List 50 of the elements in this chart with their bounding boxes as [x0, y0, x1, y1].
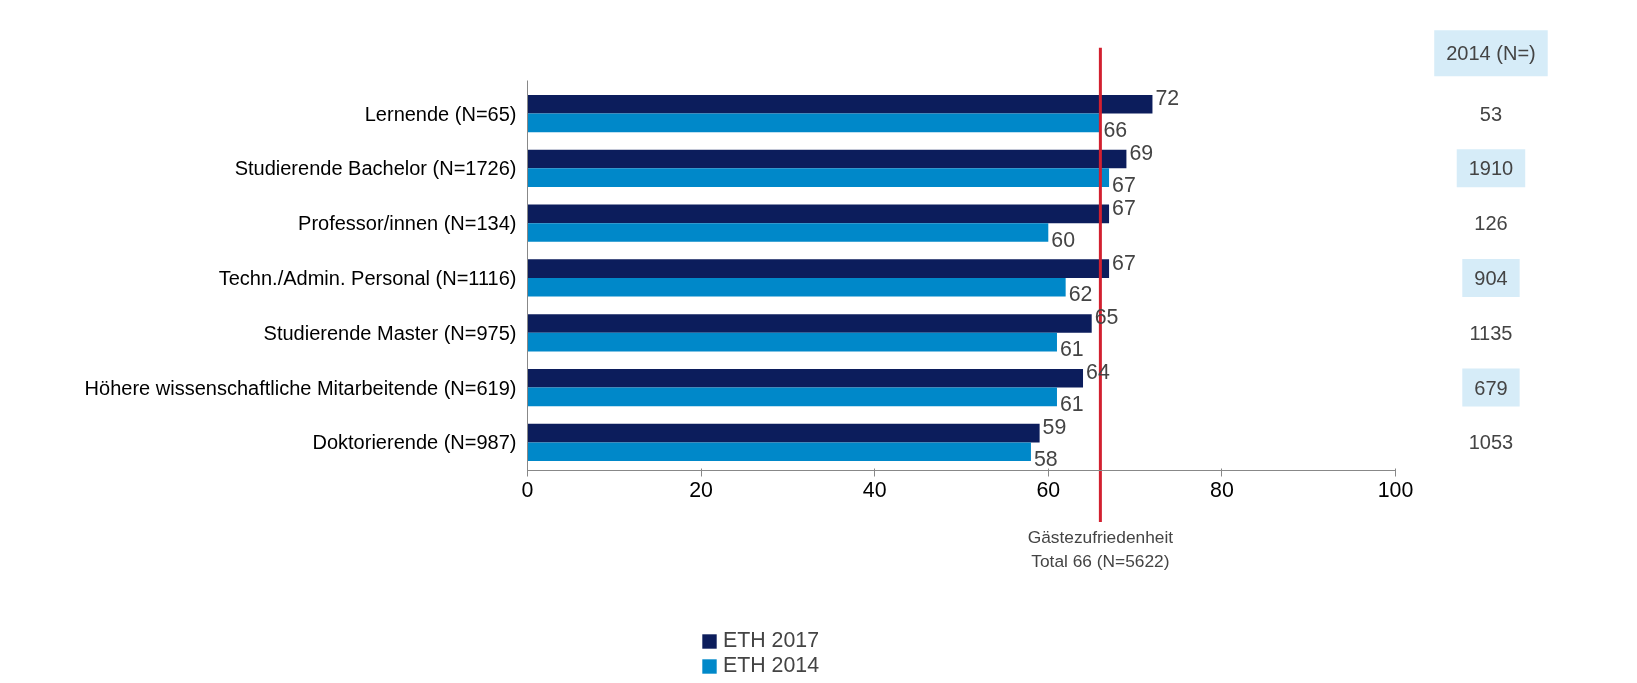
bar: [527, 368, 1084, 388]
data-label: 72: [1155, 86, 1180, 111]
text: 53: [1479, 102, 1503, 125]
data-label: 67: [1112, 250, 1136, 275]
data-label: 61: [1059, 337, 1084, 362]
bar: [527, 423, 1040, 443]
legend-label: ETH 2017: [723, 628, 820, 653]
data-label: 66: [1103, 117, 1128, 142]
bar: [527, 387, 1057, 407]
text: 1135: [1469, 321, 1513, 344]
legend-label: ETH 2014: [723, 653, 820, 678]
bar: [527, 277, 1066, 297]
data-label: 69: [1129, 140, 1154, 165]
x-tick-label: 40: [862, 477, 887, 502]
data-label: 58: [1033, 446, 1058, 471]
x-tick-label: 0: [521, 477, 534, 502]
y-tick-label: Doktorierende (N=987): [312, 431, 517, 454]
data-label: 62: [1068, 282, 1093, 307]
text: 2014 (N=): [1446, 42, 1536, 65]
y-tick-label: Höhere wissenschaftliche Mitarbeitende (N=619): [84, 376, 517, 399]
y-tick-label: Lernende (N=65): [364, 102, 517, 125]
x-tick-label: 60: [1036, 477, 1061, 502]
bar: [527, 259, 1110, 278]
text: 1910: [1468, 157, 1514, 180]
data-label: 61: [1059, 392, 1084, 417]
ref-line-label: Gästezufriedenheit Total 66 (N=5622): [1027, 527, 1174, 572]
y-tick-label: Professor/innen (N=134): [298, 212, 517, 235]
bar: [527, 168, 1110, 187]
y-tick-label: Studierende Master (N=975): [263, 321, 517, 344]
text: 1053: [1468, 431, 1514, 454]
x-tick-label: 80: [1210, 477, 1234, 502]
x-tick-label: 20: [689, 477, 714, 502]
data-label: 59: [1042, 415, 1067, 440]
bar: [527, 204, 1110, 224]
text: 126: [1474, 212, 1508, 235]
x-tick-label: 100: [1377, 477, 1414, 502]
text: 904: [1474, 266, 1508, 289]
bar: [527, 442, 1031, 462]
y-tick-label: Studierende Bachelor (N=1726): [234, 157, 517, 180]
bar: [527, 314, 1092, 333]
y-tick-label: Techn./Admin. Personal (N=1116): [218, 266, 517, 289]
data-label: 67: [1112, 172, 1136, 197]
bar: [527, 223, 1049, 242]
data-label: 60: [1051, 227, 1076, 252]
bar: [527, 332, 1057, 352]
bar: [527, 94, 1153, 114]
text: 679: [1474, 376, 1508, 399]
data-label: 67: [1112, 195, 1136, 220]
bar: [527, 113, 1101, 133]
bar: [527, 149, 1127, 169]
